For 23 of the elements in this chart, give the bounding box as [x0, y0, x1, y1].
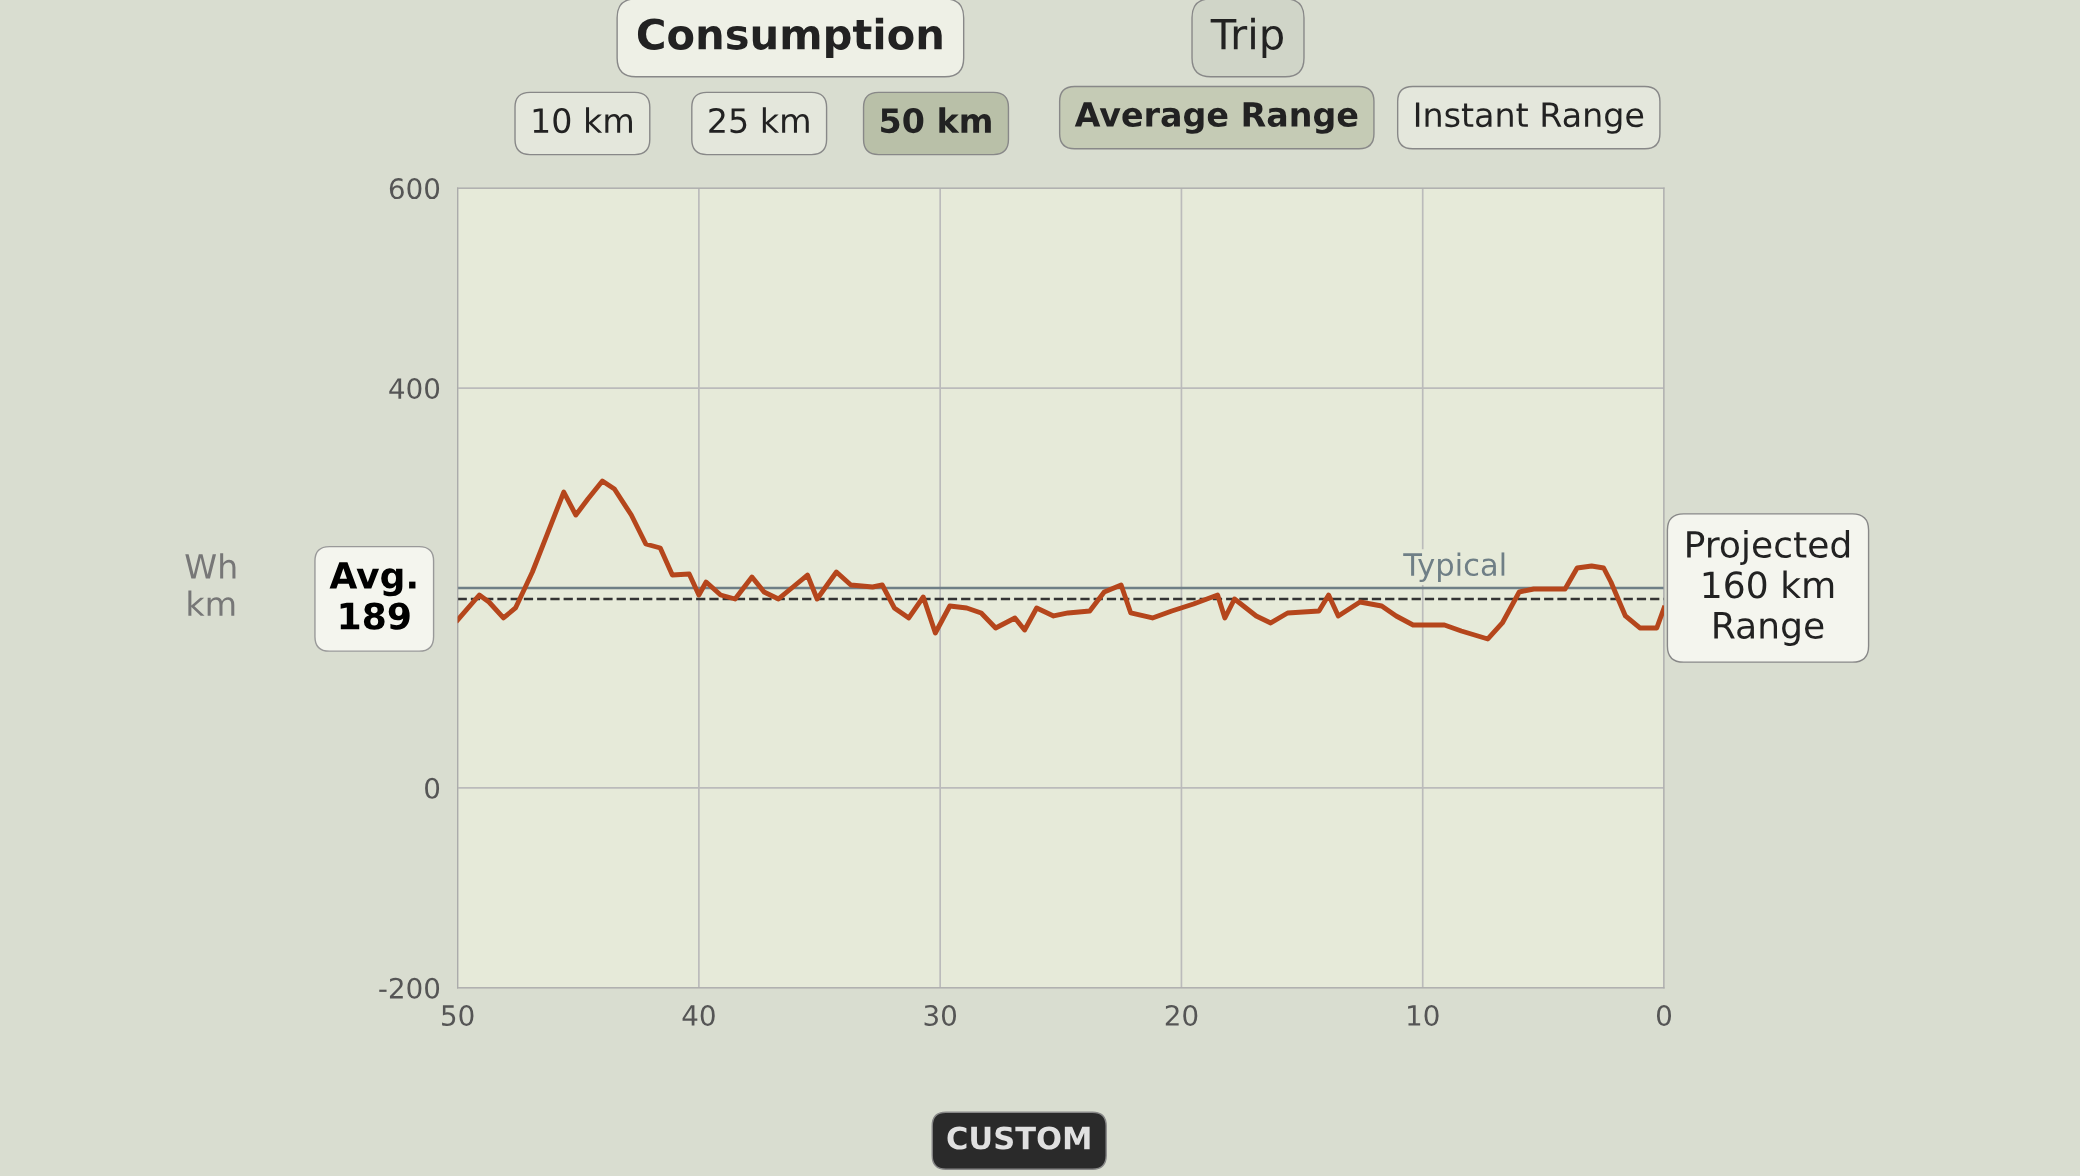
y-tick-label: 600 — [389, 178, 440, 200]
text: Instant Range — [1415, 102, 1644, 134]
ref-line-label: Typical — [1403, 552, 1505, 582]
x-tick-label: 50 — [442, 1005, 474, 1027]
x-tick-label: 30 — [924, 1005, 956, 1027]
y-tick-label: 400 — [389, 378, 440, 400]
text: 10 km — [533, 107, 632, 134]
line-series — [457, 478, 1664, 642]
text: 25 km — [709, 107, 809, 134]
text: 50 km — [881, 107, 991, 134]
y-axis-title: Wh km — [185, 553, 236, 616]
text: CUSTOM — [947, 1126, 1090, 1150]
y-tick-label: -200 — [379, 977, 440, 999]
ref-line-label: Avg. 189 — [329, 562, 416, 630]
x-tick-label: 10 — [1408, 1005, 1439, 1027]
y-tick-label: 0 — [425, 777, 440, 799]
text: Average Range — [1074, 102, 1358, 134]
text: Trip — [1210, 17, 1283, 58]
x-tick-label: 20 — [1165, 1005, 1198, 1027]
x-tick-label: 0 — [1656, 1005, 1671, 1027]
x-tick-label: 40 — [682, 1005, 715, 1027]
text: Projected 160 km Range — [1687, 530, 1850, 646]
text: Consumption — [637, 17, 942, 58]
